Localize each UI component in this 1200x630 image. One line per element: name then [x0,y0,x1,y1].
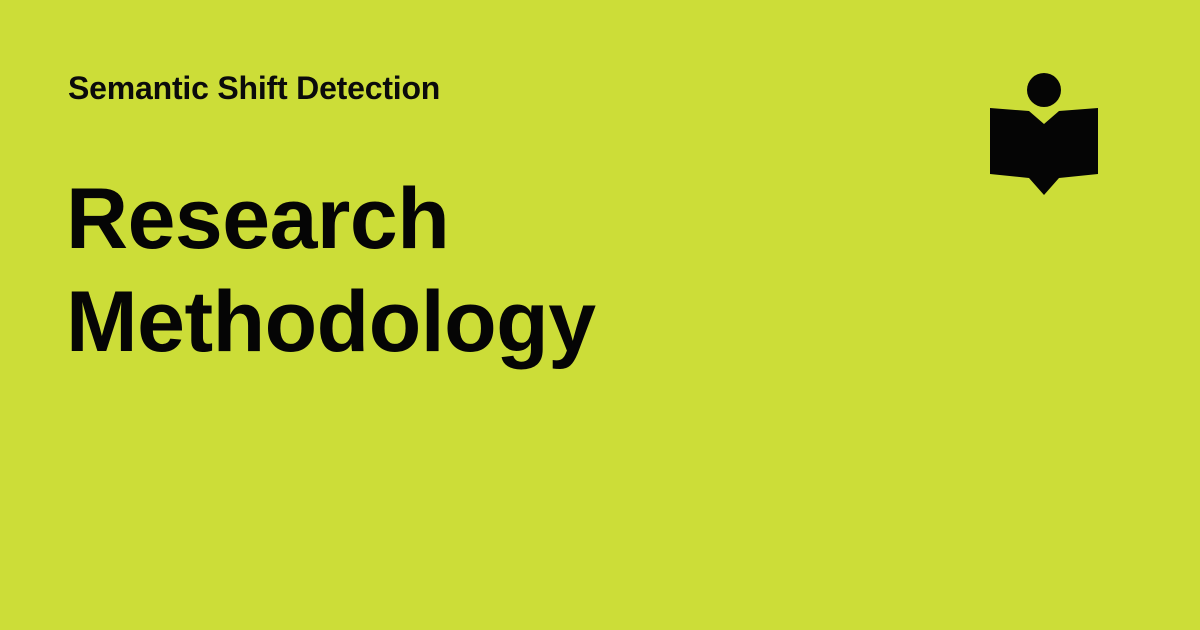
page-title: Research Methodology [66,171,596,371]
site-name: Semantic Shift Detection [68,70,441,106]
reader-book-icon [990,73,1098,195]
